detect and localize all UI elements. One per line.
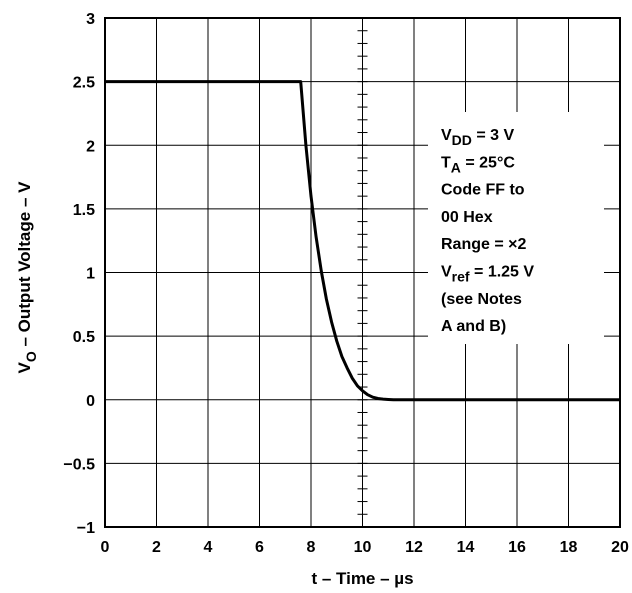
x-tick-label: 6 <box>255 539 264 556</box>
x-tick-label: 16 <box>508 539 526 556</box>
x-tick-label: 4 <box>204 539 213 556</box>
x-tick-label: 10 <box>354 539 372 556</box>
annotation-line: Range = ×2 <box>441 236 526 253</box>
y-tick-label: −1 <box>77 520 95 537</box>
annotation-line: (see Notes <box>441 291 522 308</box>
x-tick-label: 18 <box>560 539 578 556</box>
x-tick-label: 2 <box>152 539 161 556</box>
y-tick-label: 3 <box>86 11 95 28</box>
x-tick-label: 12 <box>405 539 423 556</box>
y-tick-label: 0 <box>86 393 95 410</box>
series-line <box>105 80 620 402</box>
y-tick-label: 1.5 <box>73 202 95 219</box>
annotation: VDD = 3 V TA = 25°C Code FF to 00 Hex Range … <box>441 127 534 335</box>
annotation-line: 00 Hex <box>441 209 493 226</box>
y-tick-label: 1 <box>86 266 95 283</box>
y-tick-label: 0.5 <box>73 329 95 346</box>
x-tick-label: 0 <box>101 539 110 556</box>
y-axis-label: VO – Output Voltage – V <box>15 181 39 374</box>
annotation-box <box>428 112 604 344</box>
annotation-line: A and B) <box>441 318 506 335</box>
y-tick-label: 2.5 <box>73 75 95 92</box>
x-axis-label: t – Time – µs <box>311 569 413 588</box>
center-minor-ticks <box>357 30 368 515</box>
x-tick-label: 20 <box>611 539 629 556</box>
y-axis-ticks: −1 −0.5 0 0.5 1 1.5 2 2.5 3 <box>63 11 95 537</box>
x-tick-label: 8 <box>307 539 316 556</box>
y-tick-label: −0.5 <box>63 456 95 473</box>
y-tick-label: 2 <box>86 138 95 155</box>
annotation-line: TA = 25°C <box>441 154 515 175</box>
x-axis-ticks: 0 2 4 6 8 10 12 14 16 18 20 <box>101 539 629 556</box>
annotation-line: VDD = 3 V <box>441 127 514 148</box>
plot-frame <box>104 17 621 528</box>
x-tick-label: 14 <box>457 539 475 556</box>
annotation-line: Vref = 1.25 V <box>441 264 534 285</box>
annotation-line: Code FF to <box>441 182 525 199</box>
